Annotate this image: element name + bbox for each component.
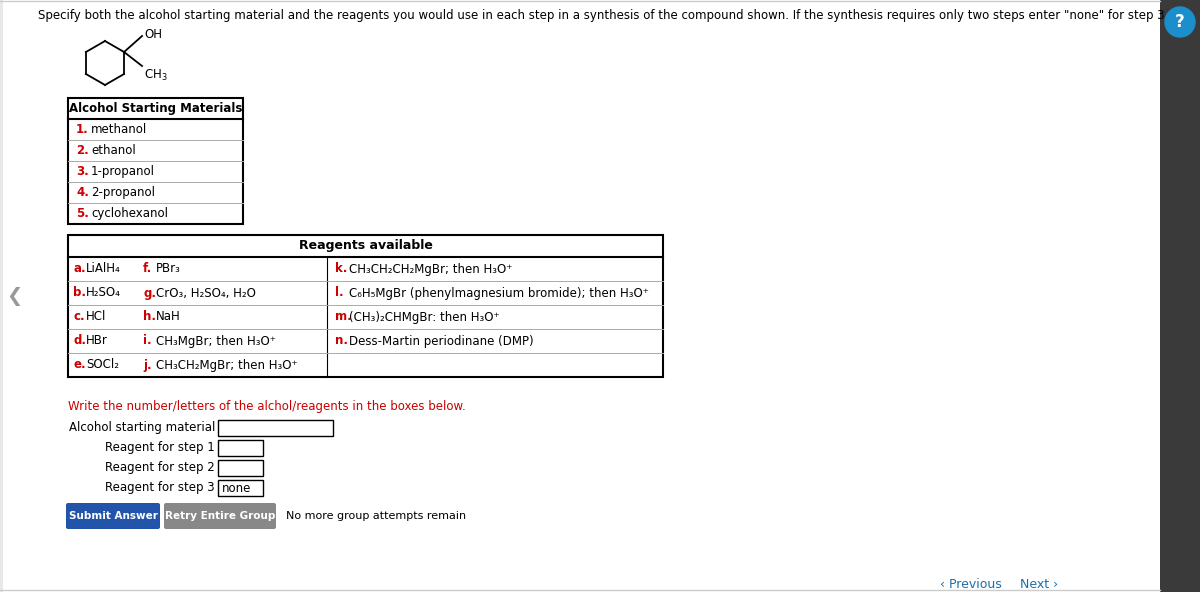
Text: none: none — [222, 481, 251, 494]
Text: n.: n. — [335, 334, 348, 348]
Text: k.: k. — [335, 262, 347, 275]
Text: CH₃MgBr; then H₃O⁺: CH₃MgBr; then H₃O⁺ — [156, 334, 276, 348]
Text: CH$_3$: CH$_3$ — [144, 68, 168, 83]
Text: (CH₃)₂CHMgBr: then H₃O⁺: (CH₃)₂CHMgBr: then H₃O⁺ — [349, 310, 499, 323]
Text: 1.: 1. — [76, 123, 89, 136]
Text: a.: a. — [73, 262, 85, 275]
Text: 1-propanol: 1-propanol — [91, 165, 155, 178]
Text: g.: g. — [143, 287, 156, 300]
Text: Retry Entire Group: Retry Entire Group — [164, 511, 275, 521]
Text: ?: ? — [1175, 13, 1184, 31]
Text: No more group attempts remain: No more group attempts remain — [286, 511, 466, 521]
Bar — [218, 480, 263, 496]
Text: 2.: 2. — [76, 144, 89, 157]
Text: f.: f. — [143, 262, 152, 275]
Text: Reagents available: Reagents available — [299, 240, 432, 253]
Text: Specify both the alcohol starting material and the reagents you would use in eac: Specify both the alcohol starting materi… — [38, 9, 1169, 22]
Text: Alcohol starting material: Alcohol starting material — [68, 422, 215, 435]
Text: c.: c. — [73, 310, 85, 323]
Text: Reagent for step 1: Reagent for step 1 — [106, 442, 215, 455]
Text: Write the number/letters of the alchol/reagents in the boxes below.: Write the number/letters of the alchol/r… — [68, 400, 466, 413]
Text: ‹ Previous: ‹ Previous — [940, 578, 1002, 590]
Text: CrO₃, H₂SO₄, H₂O: CrO₃, H₂SO₄, H₂O — [156, 287, 256, 300]
Circle shape — [1165, 7, 1195, 37]
Bar — [1160, 0, 1200, 592]
Text: 2-propanol: 2-propanol — [91, 186, 155, 199]
Bar — [68, 98, 242, 224]
Text: ethanol: ethanol — [91, 144, 136, 157]
Text: H₂SO₄: H₂SO₄ — [86, 287, 121, 300]
Text: Submit Answer: Submit Answer — [68, 511, 157, 521]
Text: l.: l. — [335, 287, 343, 300]
Text: HCl: HCl — [86, 310, 107, 323]
Bar — [218, 460, 263, 476]
Text: Reagent for step 3: Reagent for step 3 — [106, 481, 215, 494]
Text: LiAlH₄: LiAlH₄ — [86, 262, 121, 275]
Text: C₆H₅MgBr (phenylmagnesium bromide); then H₃O⁺: C₆H₅MgBr (phenylmagnesium bromide); then… — [349, 287, 649, 300]
Text: d.: d. — [73, 334, 86, 348]
Text: cyclohexanol: cyclohexanol — [91, 207, 168, 220]
Text: PBr₃: PBr₃ — [156, 262, 181, 275]
Text: b.: b. — [73, 287, 86, 300]
Text: 3.: 3. — [76, 165, 89, 178]
Text: e.: e. — [73, 359, 85, 372]
Text: Dess-Martin periodinane (DMP): Dess-Martin periodinane (DMP) — [349, 334, 534, 348]
FancyBboxPatch shape — [66, 503, 160, 529]
FancyBboxPatch shape — [164, 503, 276, 529]
Text: SOCl₂: SOCl₂ — [86, 359, 119, 372]
Text: CH₃CH₂MgBr; then H₃O⁺: CH₃CH₂MgBr; then H₃O⁺ — [156, 359, 298, 372]
Text: 5.: 5. — [76, 207, 89, 220]
Text: j.: j. — [143, 359, 151, 372]
Text: Alcohol Starting Materials: Alcohol Starting Materials — [68, 102, 242, 115]
Text: HBr: HBr — [86, 334, 108, 348]
Bar — [68, 235, 662, 377]
Text: m.: m. — [335, 310, 352, 323]
Text: i.: i. — [143, 334, 151, 348]
Text: CH₃CH₂CH₂MgBr; then H₃O⁺: CH₃CH₂CH₂MgBr; then H₃O⁺ — [349, 262, 512, 275]
Bar — [0, 0, 2, 592]
Text: methanol: methanol — [91, 123, 148, 136]
Bar — [218, 420, 334, 436]
Text: h.: h. — [143, 310, 156, 323]
Text: OH: OH — [144, 28, 162, 41]
Text: 4.: 4. — [76, 186, 89, 199]
Bar — [218, 440, 263, 456]
Text: Reagent for step 2: Reagent for step 2 — [106, 462, 215, 475]
Text: Next ›: Next › — [1020, 578, 1058, 590]
Text: NaH: NaH — [156, 310, 181, 323]
Text: ❮: ❮ — [6, 287, 23, 305]
